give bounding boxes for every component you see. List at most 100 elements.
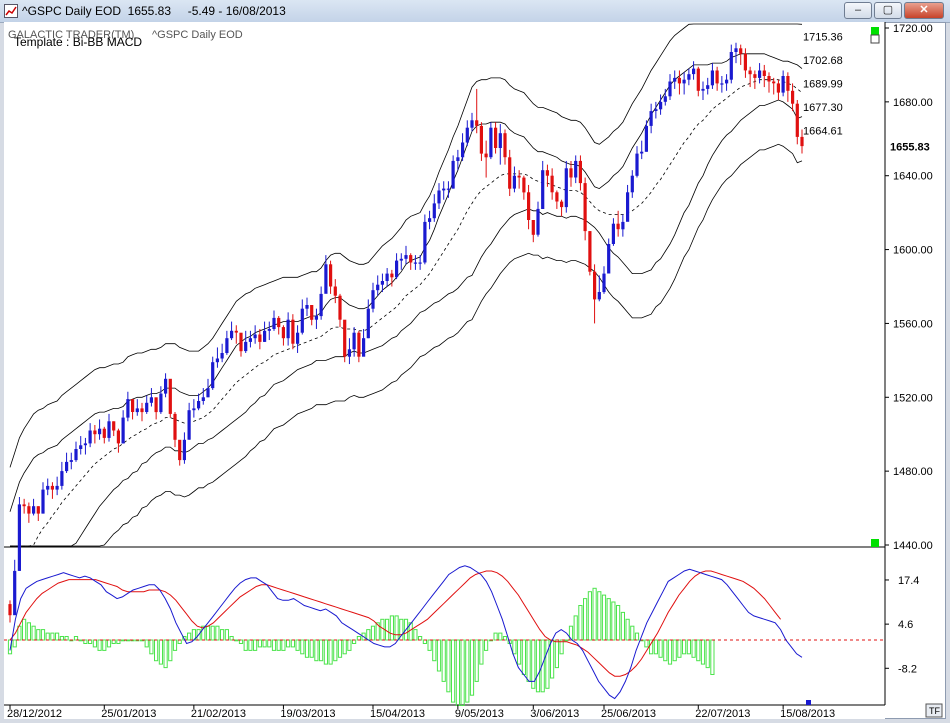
- candle: [173, 412, 177, 448]
- candle-body: [225, 338, 229, 353]
- candle-body: [371, 290, 375, 309]
- date-tick-label: 22/07/2013: [695, 708, 750, 720]
- tf-button[interactable]: [925, 703, 943, 718]
- candle: [8, 600, 12, 623]
- candle-body: [140, 408, 144, 413]
- candle-body: [277, 317, 281, 328]
- candle: [399, 253, 403, 270]
- candle-body: [135, 408, 139, 413]
- candle: [385, 268, 389, 287]
- macd-histogram-bar: [319, 639, 324, 662]
- candle-body: [418, 262, 422, 264]
- candle-body: [50, 485, 54, 490]
- macd-histogram-bar: [36, 629, 41, 641]
- candle: [371, 282, 375, 313]
- candle: [517, 170, 521, 189]
- macd-histogram-bar: [427, 639, 432, 651]
- panel-toggle-icon[interactable]: [870, 34, 880, 44]
- candle-body: [178, 439, 182, 461]
- bb-inner-lower-line: [10, 99, 803, 547]
- date-tick-label: 19/03/2013: [280, 708, 335, 720]
- candle-body: [380, 281, 384, 285]
- macd-histogram-bar: [102, 639, 107, 651]
- candle: [390, 269, 394, 287]
- bottom-marker-icon[interactable]: [871, 539, 879, 547]
- date-tick-label: 25/01/2013: [101, 708, 156, 720]
- candle: [197, 393, 201, 411]
- window-titlebar[interactable]: ^GSPC Daily EOD 1655.83 -5.49 - 16/08/20…: [0, 0, 950, 23]
- candle-body: [753, 74, 757, 78]
- candle-body: [159, 393, 163, 413]
- macd-histogram-bar: [653, 639, 658, 655]
- candle: [362, 328, 366, 357]
- candle: [564, 160, 568, 213]
- candle: [545, 164, 549, 187]
- macd-histogram-bar: [625, 618, 630, 641]
- candle: [286, 312, 290, 346]
- candle: [291, 314, 295, 350]
- candle: [253, 325, 257, 344]
- candle-body: [314, 316, 318, 320]
- candle: [112, 421, 116, 437]
- candle-body: [357, 332, 361, 357]
- candle: [22, 498, 26, 514]
- candle-body: [729, 52, 733, 80]
- candle: [126, 391, 130, 422]
- candle: [696, 66, 700, 97]
- candle-body: [281, 327, 285, 339]
- cursor-marker-icon[interactable]: [806, 700, 811, 705]
- candle-body: [512, 175, 516, 189]
- candle-body: [517, 175, 521, 178]
- axes: 1720.00 1680.00 1640.00 1600.00 1560.00 1520.…: [7, 23, 933, 720]
- candle: [281, 325, 285, 346]
- macd-histogram-bar: [149, 639, 154, 655]
- candle-body: [734, 48, 738, 52]
- candle-body: [329, 264, 333, 287]
- candle: [277, 316, 281, 335]
- candle: [27, 502, 31, 523]
- candle: [772, 77, 776, 95]
- candle-body: [253, 334, 257, 339]
- price-tick-label: 1520.00: [893, 392, 933, 404]
- trader-label: GALACTIC TRADER(TM): [8, 29, 134, 41]
- candle-body: [739, 48, 743, 54]
- candle-body: [479, 125, 483, 154]
- candle: [611, 218, 615, 246]
- candle: [376, 275, 380, 296]
- macd-histogram-bar: [564, 639, 569, 642]
- candle: [578, 155, 582, 191]
- macd-histogram-bar: [630, 625, 635, 641]
- restore-button[interactable]: ▢: [874, 2, 902, 19]
- candle-body: [390, 273, 394, 278]
- candle: [494, 122, 498, 154]
- candle: [442, 181, 446, 200]
- candle-body: [83, 443, 87, 446]
- candle: [461, 133, 465, 161]
- candle-body: [338, 295, 342, 320]
- candle-body: [786, 76, 790, 91]
- candle-body: [564, 168, 568, 208]
- candle: [659, 94, 663, 115]
- macd-histogram-bar: [187, 632, 192, 641]
- candle: [663, 88, 667, 106]
- minimize-button[interactable]: –: [844, 2, 872, 19]
- candle-body: [451, 160, 455, 189]
- candle: [621, 214, 625, 237]
- candle-body: [531, 220, 535, 235]
- candle: [263, 321, 267, 342]
- candle: [201, 388, 205, 405]
- candle: [767, 72, 771, 93]
- candle: [673, 70, 677, 89]
- candle: [187, 402, 191, 440]
- candle-body: [593, 271, 597, 300]
- candle-body: [187, 410, 191, 440]
- top-marker-icon[interactable]: [871, 27, 879, 35]
- close-button[interactable]: ✕: [904, 2, 944, 19]
- band-value-label: 1715.36: [803, 32, 843, 44]
- candle-body: [362, 338, 366, 357]
- candle-body: [687, 74, 691, 80]
- macd-histogram-bar: [168, 639, 173, 662]
- candle: [98, 419, 102, 440]
- candle-body: [791, 90, 795, 104]
